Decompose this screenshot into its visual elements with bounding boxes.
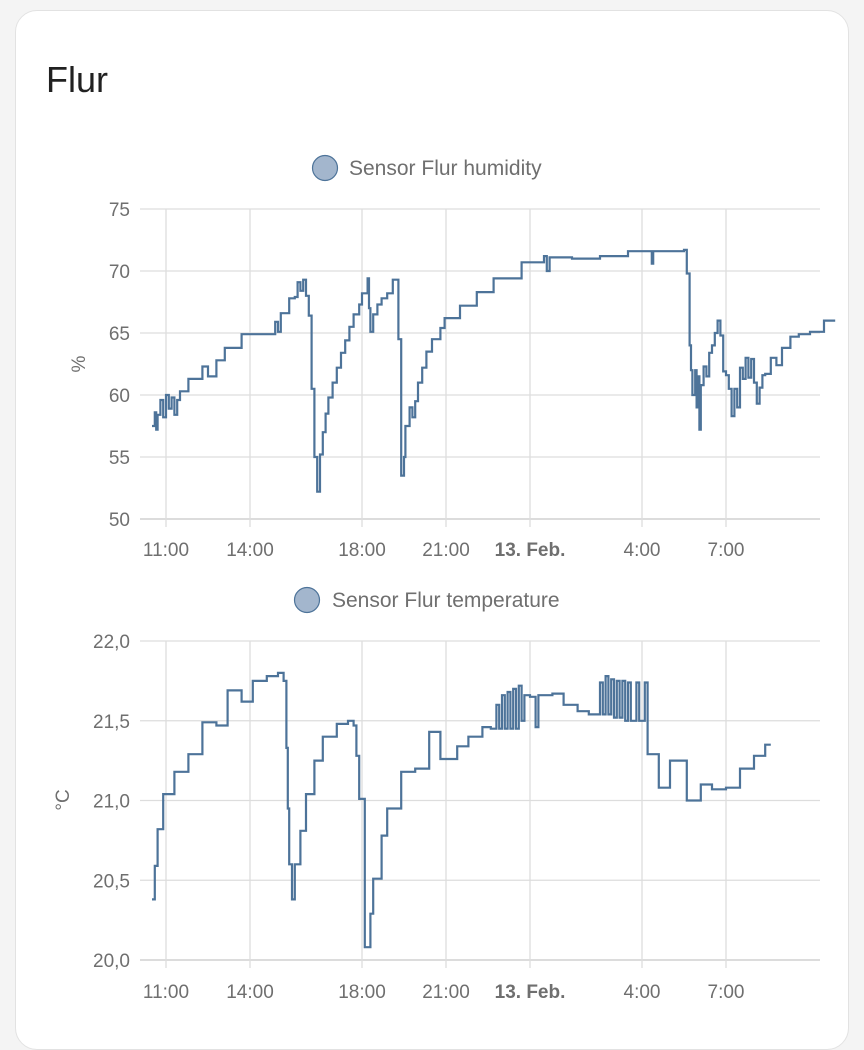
temperature-legend[interactable]: Sensor Flur temperature [293, 586, 560, 614]
humidity-grid [140, 208, 820, 527]
temperature-y-tick-label: 21,0 [93, 792, 130, 813]
humidity-x-tick-label: 7:00 [708, 540, 745, 561]
humidity-y-tick-label: 60 [109, 386, 130, 407]
temperature-series-line [152, 671, 771, 949]
temperature-y-tick-label: 20,0 [93, 951, 130, 972]
humidity-legend-label[interactable]: Sensor Flur humidity [349, 157, 542, 180]
humidity-x-tick-label: 18:00 [338, 540, 386, 561]
temperature-x-tick-label: 11:00 [143, 982, 189, 1003]
humidity-legend[interactable]: Sensor Flur humidity [311, 154, 543, 182]
temperature-y-tick-label: 22,0 [93, 632, 130, 653]
temperature-grid [140, 640, 820, 968]
temperature-legend-marker[interactable] [293, 586, 321, 614]
temperature-chart: Sensor Flur temperature 20,0 20,5 21,0 21,5… [53, 586, 820, 1003]
humidity-y-axis-label: % [69, 355, 90, 372]
temperature-x-tick-label: 14:00 [226, 982, 274, 1003]
humidity-y-ticks: 50 55 60 65 70 75 [109, 200, 130, 531]
temperature-y-tick-label: 21,5 [93, 712, 130, 733]
temperature-x-ticks: 11:00 14:00 18:00 21:00 13. Feb. 4:00 7:00 [143, 982, 745, 1003]
humidity-legend-marker[interactable] [311, 154, 339, 182]
humidity-x-ticks: 11:00 14:00 18:00 21:00 13. Feb. 4:00 7:00 [143, 540, 745, 561]
humidity-x-tick-label: 13. Feb. [495, 540, 566, 561]
humidity-series-line [152, 248, 836, 493]
humidity-y-tick-label: 70 [109, 262, 130, 283]
humidity-y-tick-label: 75 [109, 200, 130, 221]
humidity-y-tick-label: 50 [109, 510, 130, 531]
humidity-x-tick-label: 11:00 [143, 540, 189, 561]
temperature-x-tick-label: 7:00 [708, 982, 745, 1003]
temperature-y-axis-label: °C [53, 789, 74, 810]
humidity-x-tick-label: 21:00 [422, 540, 470, 561]
temperature-x-tick-label: 13. Feb. [495, 982, 566, 1003]
temperature-legend-label[interactable]: Sensor Flur temperature [332, 589, 560, 612]
temperature-x-tick-label: 18:00 [338, 982, 386, 1003]
temperature-y-tick-label: 20,5 [93, 871, 130, 892]
humidity-y-tick-label: 55 [109, 448, 130, 469]
temperature-x-tick-label: 4:00 [624, 982, 661, 1003]
temperature-x-tick-label: 21:00 [422, 982, 470, 1003]
humidity-x-tick-label: 4:00 [624, 540, 661, 561]
humidity-y-tick-label: 65 [109, 324, 130, 345]
temperature-y-ticks: 20,0 20,5 21,0 21,5 22,0 [93, 632, 130, 972]
card-title: Flur [46, 59, 108, 100]
humidity-x-tick-label: 14:00 [226, 540, 274, 561]
